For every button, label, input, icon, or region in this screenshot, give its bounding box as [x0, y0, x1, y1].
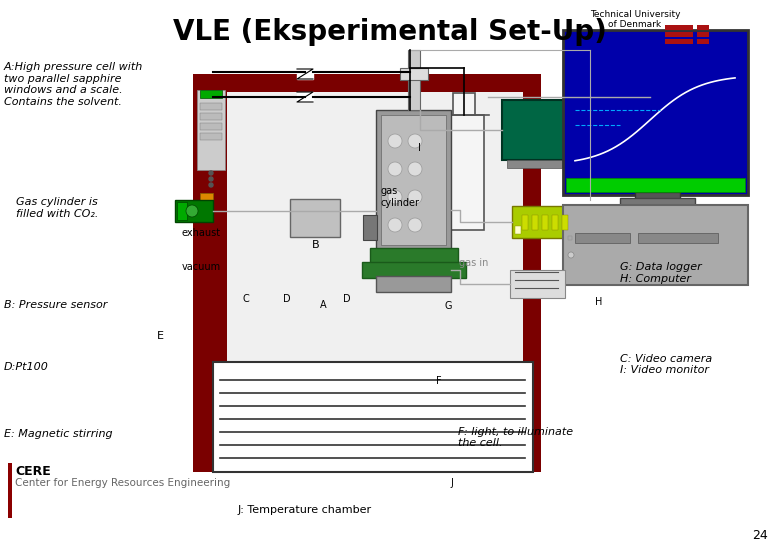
Bar — [362, 262, 466, 278]
Text: gas
cylinder: gas cylinder — [381, 186, 420, 208]
Bar — [563, 205, 748, 285]
Bar — [665, 32, 693, 37]
Bar — [200, 90, 222, 98]
Text: Technical University
of Denmark: Technical University of Denmark — [590, 10, 680, 29]
Text: J: J — [450, 478, 453, 488]
Text: A: A — [321, 300, 327, 310]
Bar — [363, 215, 377, 240]
Bar — [211, 92, 523, 454]
Text: F: F — [436, 376, 442, 387]
Text: B: Pressure sensor: B: Pressure sensor — [4, 300, 108, 310]
Text: E: E — [157, 331, 163, 341]
Bar — [552, 215, 558, 230]
Bar — [200, 133, 222, 140]
Circle shape — [388, 190, 402, 204]
Circle shape — [568, 252, 574, 258]
Bar — [200, 113, 222, 120]
Bar — [575, 233, 630, 243]
Bar — [400, 68, 428, 80]
Text: 24: 24 — [753, 529, 768, 540]
Polygon shape — [297, 69, 313, 79]
Circle shape — [388, 162, 402, 176]
Text: gas in: gas in — [459, 258, 488, 268]
Circle shape — [388, 218, 402, 232]
Bar — [515, 226, 521, 234]
Bar — [200, 103, 222, 110]
Text: E: Magnetic stirring: E: Magnetic stirring — [4, 429, 112, 440]
Polygon shape — [297, 92, 313, 102]
Text: F: light, to illuminate
the cell.: F: light, to illuminate the cell. — [458, 427, 573, 448]
Text: Center for Energy Resources Engineering: Center for Energy Resources Engineering — [15, 478, 230, 488]
Text: vacuum: vacuum — [182, 262, 221, 273]
Circle shape — [408, 218, 422, 232]
Bar — [193, 74, 227, 472]
Bar — [408, 70, 420, 110]
Bar — [512, 206, 587, 238]
Bar — [542, 215, 548, 230]
Bar — [370, 248, 458, 264]
Bar — [200, 193, 213, 205]
Bar — [444, 115, 484, 230]
Text: A:High pressure cell with
two parallel sapphire
windows and a scale.
Contains th: A:High pressure cell with two parallel s… — [4, 62, 144, 107]
Circle shape — [209, 183, 213, 187]
Text: D: D — [343, 294, 351, 305]
Bar — [8, 463, 12, 518]
Text: exhaust: exhaust — [182, 228, 221, 238]
Text: VLE (Eksperimental Set-Up): VLE (Eksperimental Set-Up) — [173, 18, 607, 46]
Bar — [697, 39, 709, 44]
Circle shape — [209, 171, 213, 175]
Bar — [665, 25, 693, 30]
Text: I: I — [418, 143, 421, 153]
Text: Gas cylinder is
filled with CO₂.: Gas cylinder is filled with CO₂. — [16, 197, 98, 219]
Bar — [290, 199, 340, 237]
Text: G: Data logger
H: Computer: G: Data logger H: Computer — [620, 262, 702, 284]
Text: J: Temperature chamber: J: Temperature chamber — [237, 505, 371, 515]
Text: CERE: CERE — [15, 465, 51, 478]
Circle shape — [209, 177, 213, 181]
Text: H: H — [595, 297, 602, 307]
Bar — [563, 30, 748, 195]
Text: C: C — [243, 294, 249, 305]
Bar — [381, 115, 446, 245]
Text: D: D — [283, 294, 291, 305]
Bar — [200, 123, 222, 130]
Text: G: G — [445, 301, 452, 312]
Bar — [376, 276, 451, 292]
Bar — [638, 233, 718, 243]
Bar — [665, 39, 693, 44]
Bar — [376, 110, 451, 250]
Bar — [620, 198, 695, 208]
Bar — [193, 74, 541, 472]
Bar — [697, 25, 709, 30]
Bar — [408, 50, 420, 68]
Bar — [522, 215, 528, 230]
Bar — [532, 215, 538, 230]
Circle shape — [186, 205, 198, 217]
Circle shape — [408, 162, 422, 176]
Bar — [510, 270, 565, 298]
Bar — [175, 200, 213, 222]
Bar — [566, 178, 745, 192]
Circle shape — [408, 190, 422, 204]
Bar — [697, 32, 709, 37]
Circle shape — [388, 134, 402, 148]
Bar — [507, 160, 562, 168]
Bar — [562, 215, 568, 230]
Bar — [502, 100, 567, 160]
Text: B: B — [312, 240, 320, 251]
Bar — [213, 362, 533, 472]
Bar — [177, 202, 187, 220]
Bar — [453, 93, 475, 115]
Bar — [568, 236, 572, 240]
Circle shape — [408, 134, 422, 148]
Bar — [197, 90, 225, 170]
Text: C: Video camera
I: Video monitor: C: Video camera I: Video monitor — [620, 354, 712, 375]
Text: D:Pt100: D:Pt100 — [4, 362, 49, 372]
Bar — [635, 192, 680, 200]
